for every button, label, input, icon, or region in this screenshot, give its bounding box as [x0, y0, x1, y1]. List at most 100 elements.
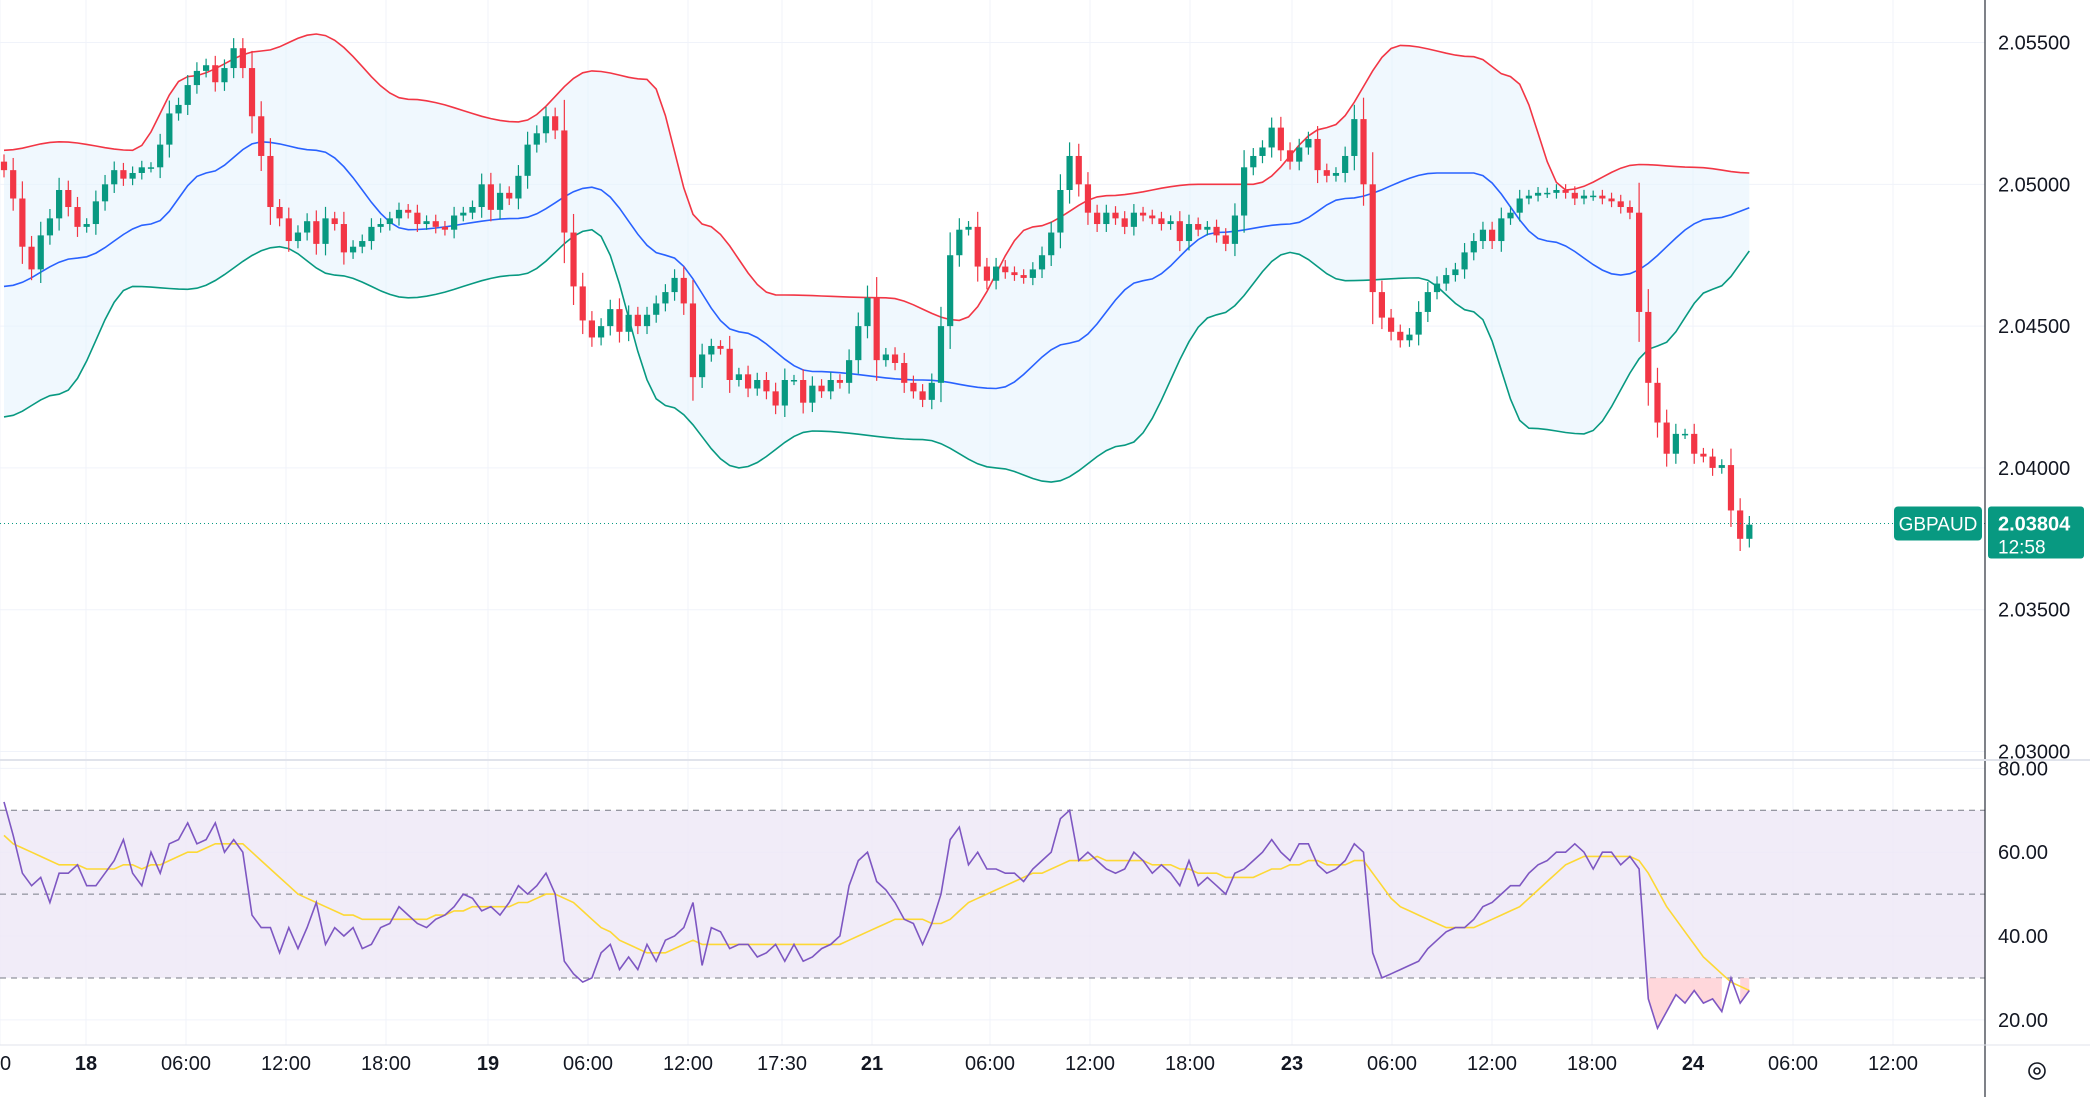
rsi-oversold-fill — [1740, 977, 1750, 1004]
candle-body — [451, 215, 458, 230]
candle-body — [1323, 170, 1330, 176]
candle — [625, 305, 632, 342]
candle — [460, 206, 467, 222]
candle-body — [1654, 382, 1661, 423]
candle — [1158, 211, 1165, 231]
candle — [708, 338, 715, 362]
candle-body — [10, 170, 17, 199]
candle-body — [1727, 465, 1735, 511]
candle — [992, 257, 1000, 290]
candle — [101, 174, 109, 211]
candle — [28, 235, 35, 281]
candle — [1700, 447, 1707, 463]
candle-body — [129, 172, 136, 179]
candle — [1479, 221, 1487, 249]
time-axis-label: 12:00 — [1467, 1053, 1517, 1075]
candle — [313, 210, 320, 255]
candle — [1231, 203, 1239, 257]
candle — [331, 211, 338, 231]
candle-body — [1580, 195, 1588, 199]
candle-body — [855, 326, 862, 361]
time-axis-label: 12:00 — [663, 1053, 713, 1075]
time-axis-label: 06:00 — [161, 1053, 211, 1075]
gear-icon[interactable] — [2028, 1062, 2046, 1080]
candle-body — [717, 345, 724, 349]
rsi-axis-label: 40.00 — [1998, 926, 2048, 948]
candle — [506, 186, 513, 206]
candle-body — [1461, 252, 1468, 270]
candle — [790, 374, 798, 386]
candle — [1002, 260, 1009, 279]
candle — [1718, 459, 1725, 474]
time-axis-label: 0 — [0, 1053, 11, 1075]
candle-body — [230, 48, 237, 69]
candle — [901, 352, 908, 393]
candle-body — [147, 167, 155, 169]
candle-body — [1149, 215, 1156, 219]
candle-body — [744, 374, 752, 389]
candle — [1406, 328, 1413, 347]
candle — [1681, 428, 1689, 439]
candle — [1489, 221, 1496, 249]
candle — [1268, 117, 1275, 158]
candle — [276, 199, 283, 227]
candle — [405, 204, 412, 219]
candle — [919, 384, 926, 408]
candle — [1057, 174, 1064, 249]
candle — [92, 190, 99, 235]
candle-body — [1544, 192, 1551, 195]
candle-body — [836, 380, 844, 383]
candle-body — [1387, 317, 1395, 332]
candle — [542, 106, 550, 143]
candle — [221, 59, 228, 91]
candle — [157, 133, 164, 179]
candle-body — [1636, 212, 1643, 312]
candle — [1286, 142, 1294, 170]
candle-body — [827, 380, 834, 392]
candle-body — [1057, 190, 1064, 233]
gear-icon-ring — [2028, 1062, 2046, 1080]
candle-body — [432, 221, 439, 227]
candle — [772, 382, 779, 415]
candle — [386, 211, 393, 231]
candle — [855, 312, 862, 374]
candle-body — [1029, 269, 1036, 278]
candle — [1277, 116, 1284, 162]
candle-body — [1415, 311, 1422, 335]
candle-body — [1020, 275, 1027, 278]
candle-body — [1608, 198, 1615, 202]
candle — [846, 349, 853, 394]
candle — [1544, 187, 1551, 198]
candle-body — [1305, 138, 1312, 148]
candle-body — [1195, 224, 1202, 230]
candle-body — [1259, 147, 1266, 156]
candle-body — [175, 104, 182, 114]
candle — [258, 101, 265, 171]
candle — [1075, 143, 1082, 197]
candle-body — [1378, 292, 1385, 318]
candles — [0, 38, 1985, 551]
candle — [1599, 189, 1606, 205]
price-axis-label: 2.04500 — [1998, 316, 2070, 338]
candle — [717, 340, 724, 355]
time-axis-label: 19 — [477, 1053, 499, 1075]
price-axis-label: 2.05000 — [1998, 174, 2070, 196]
candle — [1094, 204, 1101, 232]
candle-body — [772, 391, 779, 406]
time-axis-label: 06:00 — [965, 1053, 1015, 1075]
candle-body — [276, 207, 283, 219]
candle-body — [1103, 212, 1110, 225]
candle — [1213, 219, 1220, 243]
candle-body — [331, 218, 338, 225]
candle-body — [781, 380, 788, 406]
candle — [285, 207, 292, 252]
candle — [1204, 221, 1211, 236]
candle — [359, 234, 366, 254]
price-axis-label: 2.05500 — [1998, 33, 2070, 55]
candle — [1084, 172, 1092, 225]
candle — [212, 55, 219, 92]
candle — [1020, 269, 1027, 284]
price-axis-label: 2.03500 — [1998, 600, 2070, 622]
